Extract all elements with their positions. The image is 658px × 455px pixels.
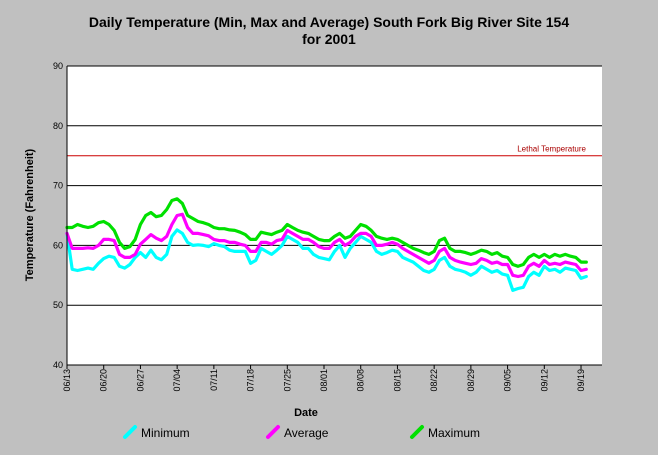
x-tick-label: 07/11	[209, 369, 219, 391]
series-line-maximum	[65, 197, 588, 268]
x-tick-label: 08/29	[466, 369, 476, 392]
series-line-average	[65, 212, 588, 279]
x-tick-label: 09/19	[576, 369, 586, 392]
legend-swatch-average	[266, 425, 280, 439]
plot-area: 40 50 60 70 80 90 Lethal Temperature 06/13 06/20…	[53, 61, 602, 392]
legend-swatch-maximum	[410, 425, 424, 439]
lethal-temperature-label: Lethal Temperature	[517, 145, 586, 154]
x-tick-label: 06/27	[135, 369, 145, 392]
y-tick-label: 70	[53, 181, 63, 191]
legend-swatch-minimum	[123, 425, 137, 439]
legend: Minimum Average Maximum	[123, 425, 480, 440]
y-tick-label: 90	[53, 61, 63, 71]
x-tick-label: 07/18	[246, 369, 256, 392]
legend-label-average: Average	[284, 426, 329, 440]
x-tick-label: 08/01	[319, 369, 329, 392]
x-tick-label: 08/22	[429, 369, 439, 392]
y-tick-label: 50	[53, 300, 63, 310]
x-tick-label: 06/20	[99, 369, 109, 392]
x-tick-label: 09/12	[539, 369, 549, 392]
y-tick-label: 60	[53, 240, 63, 250]
chart-subtitle: for 2001	[302, 31, 356, 47]
y-tick-label: 80	[53, 121, 63, 131]
legend-label-minimum: Minimum	[141, 426, 190, 440]
y-tick-label: 40	[53, 360, 63, 370]
y-axis-title: Temperature (Fahrenheit)	[24, 148, 36, 281]
x-tick-label: 08/15	[392, 369, 402, 392]
series-line-minimum	[65, 228, 588, 292]
x-tick-label: 08/08	[356, 369, 366, 392]
x-tick-label: 07/04	[172, 369, 182, 392]
legend-label-maximum: Maximum	[428, 426, 480, 440]
x-axis-title: Date	[294, 407, 318, 419]
chart-title: Daily Temperature (Min, Max and Average)…	[89, 14, 569, 30]
x-tick-label: 07/25	[282, 369, 292, 392]
x-tick-label: 06/13	[62, 369, 72, 392]
x-tick-label: 09/05	[503, 369, 513, 392]
